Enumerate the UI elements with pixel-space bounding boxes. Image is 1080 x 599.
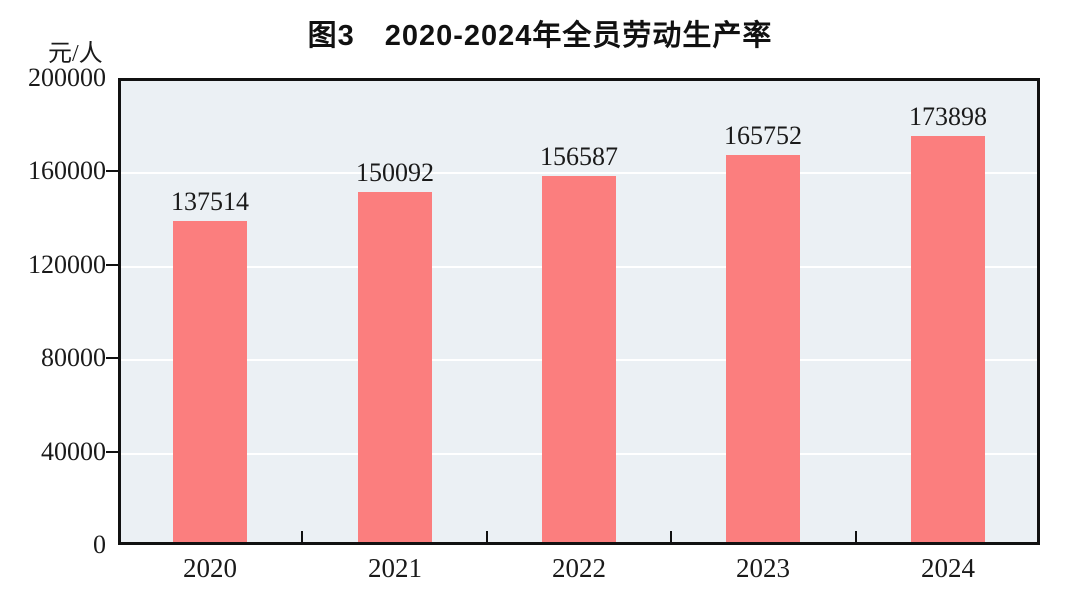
bar-2022 [542,176,616,542]
x-axis-tick [486,531,488,542]
x-axis-tick [855,531,857,542]
y-axis-unit-label: 元/人 [48,41,103,67]
x-axis-label-2023: 2023 [736,553,790,583]
y-axis-tick-80000 [106,357,118,359]
value-label-2023: 165752 [724,121,802,150]
value-label-2022: 156587 [540,142,618,171]
y-axis-tick-120000 [106,264,118,266]
x-axis-label-2021: 2021 [368,553,422,583]
bar-2020 [173,221,247,542]
value-label-2020: 137514 [171,187,249,216]
plot-area: 137514 150092 156587 165752 173898 [118,78,1040,545]
y-axis-label-120000: 120000 [28,250,106,279]
y-axis-label-200000: 200000 [28,63,106,92]
chart-title: 图3 2020-2024年全员劳动生产率 [307,20,773,52]
value-label-2024: 173898 [909,102,987,131]
x-axis-label-2024: 2024 [921,553,975,583]
x-axis-tick [301,531,303,542]
y-axis-label-40000: 40000 [41,437,106,466]
y-axis-label-0: 0 [93,530,106,559]
bar-2021 [358,192,432,542]
x-axis-label-2020: 2020 [183,553,237,583]
bar-2023 [726,155,800,542]
x-axis-tick [670,531,672,542]
x-axis-label-2022: 2022 [552,553,606,583]
y-axis-tick-40000 [106,451,118,453]
value-label-2021: 150092 [356,158,434,187]
y-axis-label-160000: 160000 [28,156,106,185]
y-axis-tick-160000 [106,170,118,172]
bar-2024 [911,136,985,542]
gridline-160000 [121,172,1037,175]
y-axis-label-80000: 80000 [41,343,106,372]
